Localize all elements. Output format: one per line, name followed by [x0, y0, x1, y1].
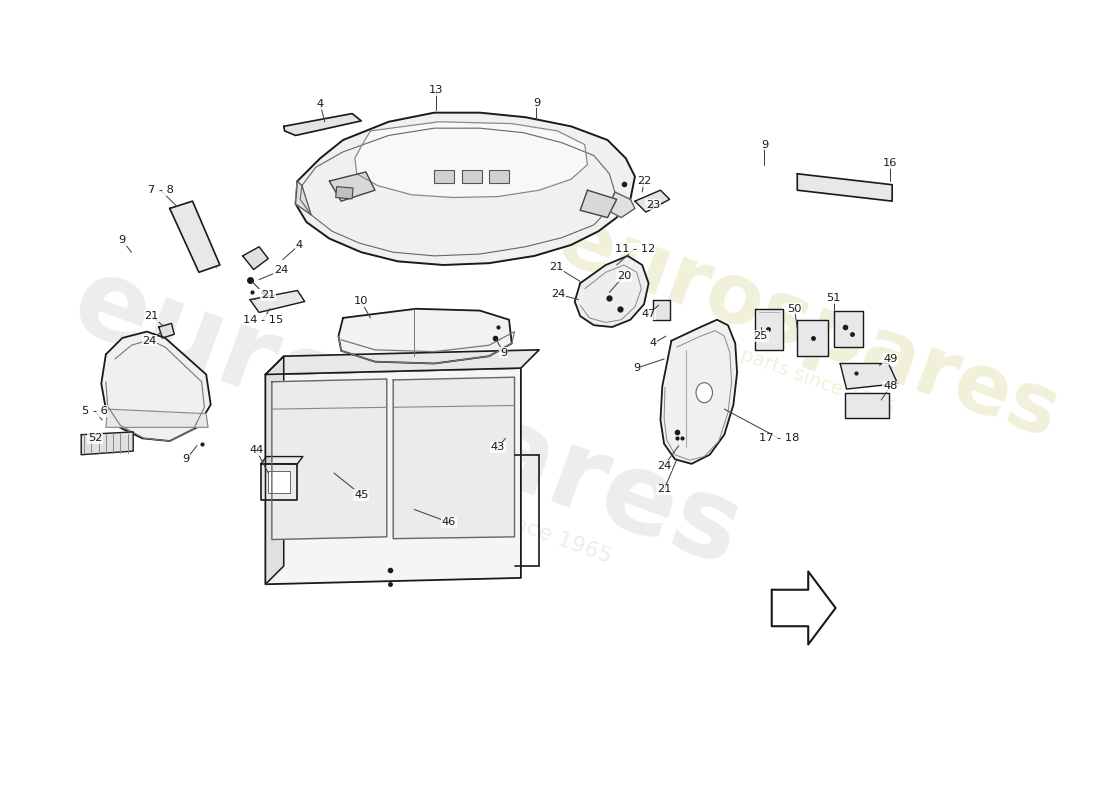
- Polygon shape: [756, 309, 783, 350]
- Ellipse shape: [696, 382, 713, 402]
- Polygon shape: [355, 122, 587, 198]
- Text: 51: 51: [826, 293, 842, 303]
- Text: 13: 13: [429, 85, 443, 95]
- Text: 9: 9: [761, 139, 768, 150]
- Polygon shape: [653, 300, 670, 320]
- Polygon shape: [101, 331, 211, 441]
- Text: 46: 46: [442, 518, 456, 527]
- Text: 10: 10: [354, 297, 368, 306]
- Text: 9: 9: [119, 235, 125, 246]
- Polygon shape: [261, 457, 302, 464]
- Text: 49: 49: [883, 354, 898, 364]
- Polygon shape: [296, 113, 635, 265]
- Text: eurospares: eurospares: [58, 248, 756, 589]
- Polygon shape: [268, 471, 290, 493]
- Text: 14 - 15: 14 - 15: [243, 314, 283, 325]
- Text: 4: 4: [296, 240, 303, 250]
- Polygon shape: [261, 464, 297, 500]
- Polygon shape: [265, 368, 521, 584]
- Text: 52: 52: [88, 434, 102, 443]
- Polygon shape: [296, 181, 311, 215]
- Polygon shape: [580, 190, 617, 218]
- Text: a passion for parts since 1965: a passion for parts since 1965: [290, 434, 614, 567]
- Polygon shape: [158, 323, 174, 338]
- Bar: [336, 186, 353, 199]
- Polygon shape: [106, 409, 208, 427]
- Text: 17 - 18: 17 - 18: [759, 434, 800, 443]
- Text: 21: 21: [657, 484, 671, 494]
- Text: 21: 21: [549, 262, 563, 272]
- Polygon shape: [798, 174, 892, 201]
- Polygon shape: [81, 432, 133, 454]
- Text: 23: 23: [646, 200, 660, 210]
- Polygon shape: [243, 246, 268, 270]
- Text: 43: 43: [491, 442, 505, 453]
- Polygon shape: [284, 114, 361, 135]
- Text: parts since 1965: parts since 1965: [738, 345, 898, 418]
- Text: 9: 9: [532, 98, 540, 108]
- Text: 24: 24: [143, 336, 157, 346]
- Text: 7 - 8: 7 - 8: [147, 185, 174, 195]
- Text: 48: 48: [883, 382, 898, 391]
- Text: 21: 21: [261, 290, 275, 300]
- Polygon shape: [329, 172, 375, 201]
- Polygon shape: [169, 201, 220, 272]
- Text: 16: 16: [883, 158, 898, 168]
- Text: 9: 9: [183, 454, 189, 464]
- Bar: [434, 170, 454, 183]
- Polygon shape: [272, 379, 387, 539]
- Polygon shape: [660, 320, 737, 464]
- Text: 22: 22: [637, 176, 651, 186]
- Text: 44: 44: [250, 445, 264, 455]
- Text: 4: 4: [317, 99, 323, 110]
- Polygon shape: [265, 350, 539, 374]
- Polygon shape: [635, 190, 670, 212]
- Polygon shape: [574, 256, 649, 327]
- Polygon shape: [265, 356, 284, 584]
- Text: 25: 25: [754, 331, 768, 341]
- Text: 9: 9: [499, 347, 507, 358]
- Text: 50: 50: [788, 304, 802, 314]
- Polygon shape: [339, 309, 512, 363]
- Polygon shape: [845, 393, 889, 418]
- Text: 24: 24: [274, 266, 288, 275]
- Polygon shape: [250, 290, 305, 313]
- Polygon shape: [607, 192, 635, 218]
- Text: 24: 24: [551, 289, 565, 299]
- Text: 24: 24: [657, 461, 671, 470]
- Bar: [462, 170, 482, 183]
- Polygon shape: [834, 310, 864, 347]
- Polygon shape: [393, 377, 515, 538]
- Text: 9: 9: [634, 363, 640, 373]
- Text: 45: 45: [354, 490, 368, 500]
- Text: 5 - 6: 5 - 6: [82, 406, 108, 416]
- Polygon shape: [772, 571, 836, 645]
- Text: 47: 47: [641, 310, 656, 319]
- Polygon shape: [840, 363, 898, 389]
- Text: 4: 4: [650, 338, 657, 349]
- Text: 11 - 12: 11 - 12: [615, 243, 654, 254]
- Text: eurospares: eurospares: [547, 198, 1070, 455]
- Bar: [490, 170, 509, 183]
- Text: 21: 21: [144, 311, 158, 321]
- Polygon shape: [798, 320, 828, 356]
- Text: 20: 20: [617, 271, 631, 281]
